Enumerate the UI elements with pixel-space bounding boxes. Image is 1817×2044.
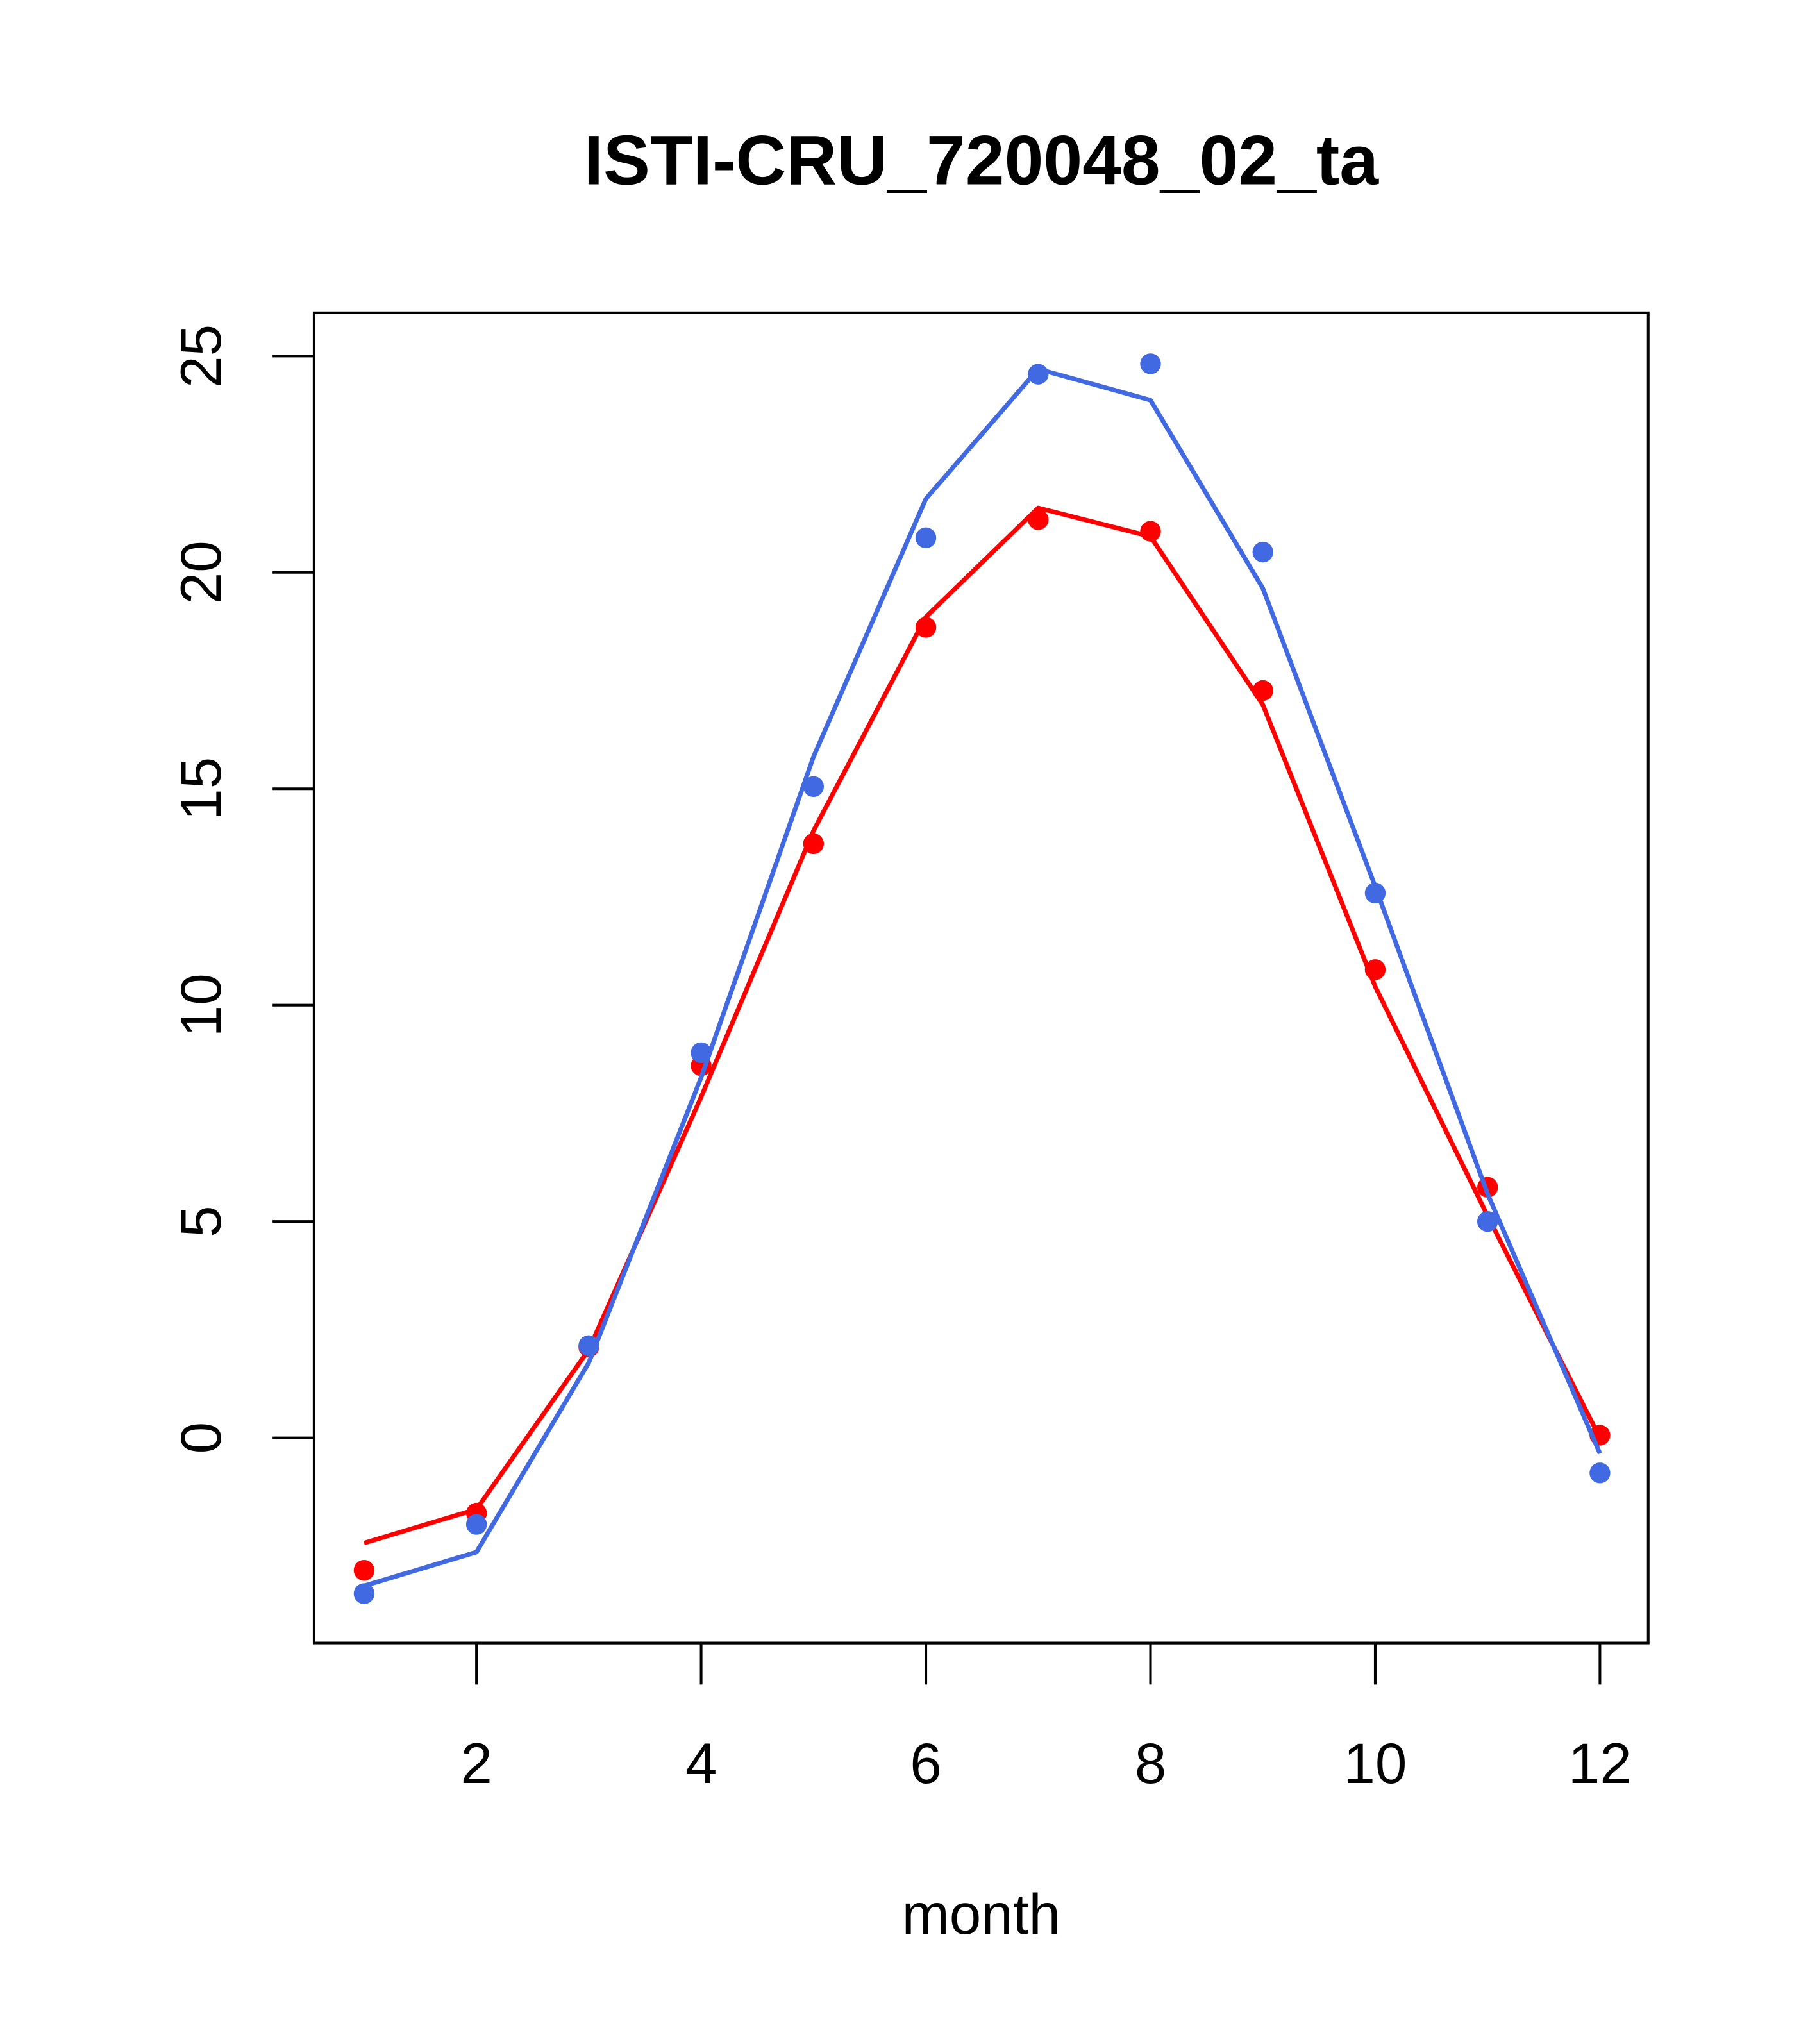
red-point: [1140, 521, 1161, 542]
red-point: [1252, 680, 1273, 701]
blue-point: [1589, 1462, 1611, 1484]
x-axis-label: month: [902, 1882, 1061, 1946]
y-tick-label: 25: [169, 324, 233, 388]
red-point: [915, 617, 937, 638]
plot-frame: [312, 311, 1650, 1645]
red-point: [1028, 509, 1049, 530]
blue-point: [915, 527, 937, 548]
x-tick-label: 2: [460, 1731, 492, 1795]
blue-point: [803, 776, 825, 798]
red-point: [353, 1559, 375, 1581]
x-tick-label: 6: [910, 1731, 942, 1795]
blue-point: [1140, 353, 1161, 374]
y-tick-label: 5: [169, 1205, 233, 1237]
x-tick-label: 10: [1343, 1731, 1407, 1795]
blue-line: [363, 367, 1602, 1588]
blue-point: [1364, 882, 1386, 904]
y-tick-label: 10: [169, 973, 233, 1037]
blue-point: [1028, 364, 1049, 385]
y-tick-label: 15: [169, 757, 233, 821]
blue-point: [1252, 541, 1273, 563]
y-tick-label: 20: [169, 540, 233, 604]
blue-point: [691, 1042, 712, 1064]
blue-point: [465, 1514, 487, 1535]
x-tick-label: 12: [1568, 1731, 1632, 1795]
blue-point: [1477, 1210, 1498, 1232]
x-axis: 2 4 6 8 10 12: [460, 1641, 1632, 1795]
blue-point: [353, 1583, 375, 1604]
red-line: [363, 505, 1602, 1546]
chart-title: ISTI-CRU_720048_02_ta: [584, 121, 1380, 199]
y-axis: 0 5 10 15 20 25: [169, 324, 315, 1454]
red-point: [1364, 959, 1386, 980]
y-tick-label: 0: [169, 1422, 233, 1454]
x-tick-label: 8: [1135, 1731, 1167, 1795]
blue-point: [578, 1335, 599, 1357]
x-tick-label: 4: [685, 1731, 717, 1795]
red-point: [803, 833, 825, 855]
series-layer: [353, 353, 1611, 1604]
